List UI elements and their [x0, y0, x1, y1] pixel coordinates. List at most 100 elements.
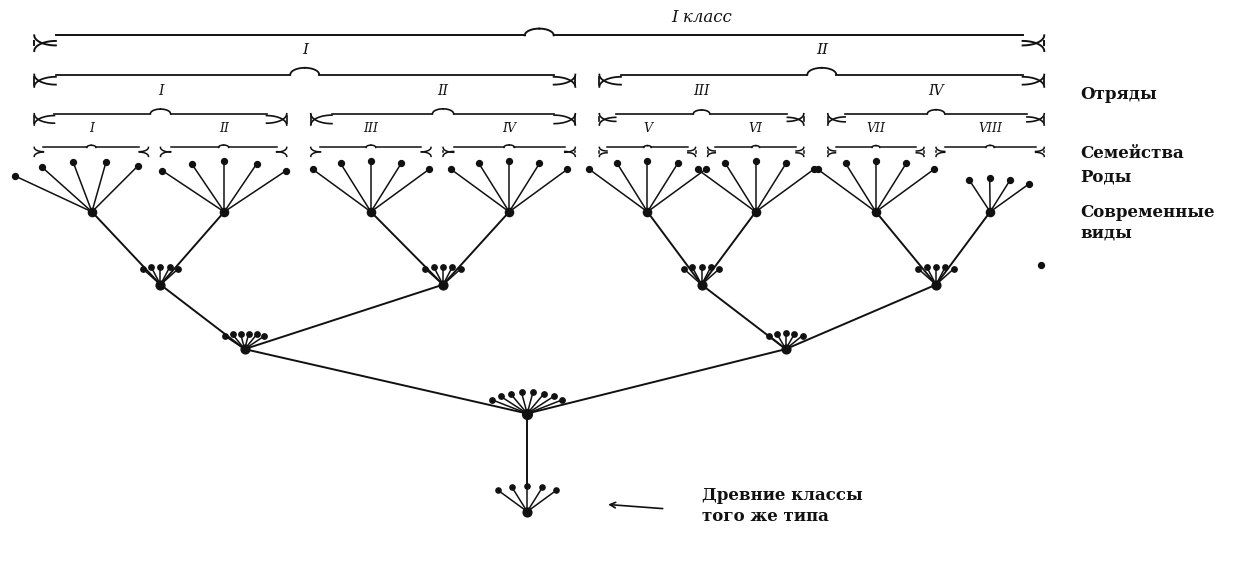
Point — [836, 159, 856, 168]
Point — [692, 262, 712, 271]
Point — [450, 264, 470, 273]
Text: II: II — [219, 122, 229, 135]
Point — [896, 159, 916, 168]
Point — [82, 207, 102, 216]
Point — [518, 507, 537, 516]
Point — [442, 263, 462, 272]
Point — [361, 157, 381, 166]
Point — [142, 263, 162, 272]
Point — [511, 388, 531, 397]
Point — [215, 332, 235, 341]
Point — [424, 263, 444, 272]
Point — [276, 166, 296, 175]
Point — [419, 165, 439, 174]
Point — [804, 165, 824, 174]
Point — [151, 262, 170, 271]
Point — [246, 330, 266, 339]
Point — [490, 391, 510, 401]
Point — [759, 331, 779, 340]
Point — [230, 329, 250, 338]
Point — [331, 159, 351, 168]
Point — [908, 264, 928, 273]
Point — [688, 165, 708, 174]
Point — [674, 264, 694, 273]
Point — [5, 172, 25, 181]
Point — [668, 159, 688, 168]
Point — [151, 280, 170, 289]
Point — [776, 159, 796, 168]
Point — [214, 157, 234, 166]
Point — [391, 159, 411, 168]
Point — [63, 158, 83, 167]
Text: IV: IV — [928, 84, 944, 98]
Point — [607, 159, 627, 168]
Point — [866, 207, 886, 216]
Point — [500, 389, 520, 398]
Text: Роды: Роды — [1080, 168, 1132, 185]
Text: Современные
виды: Современные виды — [1080, 204, 1215, 242]
Text: Семейства: Семейства — [1080, 145, 1184, 162]
Text: Древние классы
того же типа: Древние классы того же типа — [702, 487, 862, 525]
Point — [361, 207, 381, 216]
Point — [695, 165, 715, 174]
Point — [239, 329, 259, 338]
Point — [433, 262, 453, 271]
Point — [534, 389, 554, 398]
Text: I: I — [158, 84, 163, 98]
Point — [980, 207, 1000, 216]
Point — [792, 331, 812, 340]
Point — [503, 483, 522, 492]
Text: II: II — [438, 84, 449, 98]
Point — [745, 157, 765, 166]
Point — [637, 157, 657, 166]
Point — [700, 263, 720, 272]
Point — [807, 165, 827, 174]
Point — [159, 263, 179, 272]
Point — [917, 263, 937, 272]
Point — [544, 391, 564, 401]
Point — [133, 264, 153, 273]
Point — [223, 330, 243, 339]
Point — [235, 345, 255, 354]
Point — [926, 262, 945, 271]
Point — [182, 159, 202, 168]
Text: Отряды: Отряды — [1080, 86, 1157, 102]
Text: II: II — [816, 43, 827, 57]
Point — [1031, 261, 1051, 270]
Text: I: I — [90, 122, 95, 135]
Point — [546, 486, 566, 495]
Text: I: I — [302, 43, 307, 57]
Text: III: III — [363, 122, 378, 135]
Point — [580, 165, 600, 174]
Point — [785, 329, 805, 339]
Point — [745, 207, 765, 216]
Point — [415, 264, 435, 273]
Point — [552, 395, 572, 405]
Point — [152, 166, 172, 175]
Point — [32, 163, 52, 172]
Point — [557, 165, 577, 174]
Text: VII: VII — [866, 122, 886, 135]
Point — [214, 207, 234, 216]
Point — [499, 207, 519, 216]
Point — [1000, 175, 1020, 184]
Point — [692, 280, 712, 289]
Point — [1020, 179, 1040, 188]
Text: I класс: I класс — [672, 9, 731, 26]
Point — [522, 388, 542, 397]
Point — [768, 329, 787, 339]
Point — [518, 409, 537, 418]
Text: III: III — [693, 84, 710, 98]
Point — [959, 175, 979, 184]
Point — [168, 264, 188, 273]
Text: VIII: VIII — [978, 122, 1003, 135]
Point — [518, 482, 537, 491]
Point — [128, 162, 148, 171]
Point — [980, 174, 1000, 183]
Point — [683, 263, 703, 272]
Point — [433, 280, 453, 289]
Point — [776, 329, 796, 338]
Point — [709, 264, 729, 273]
Point — [442, 165, 462, 174]
Point — [302, 165, 322, 174]
